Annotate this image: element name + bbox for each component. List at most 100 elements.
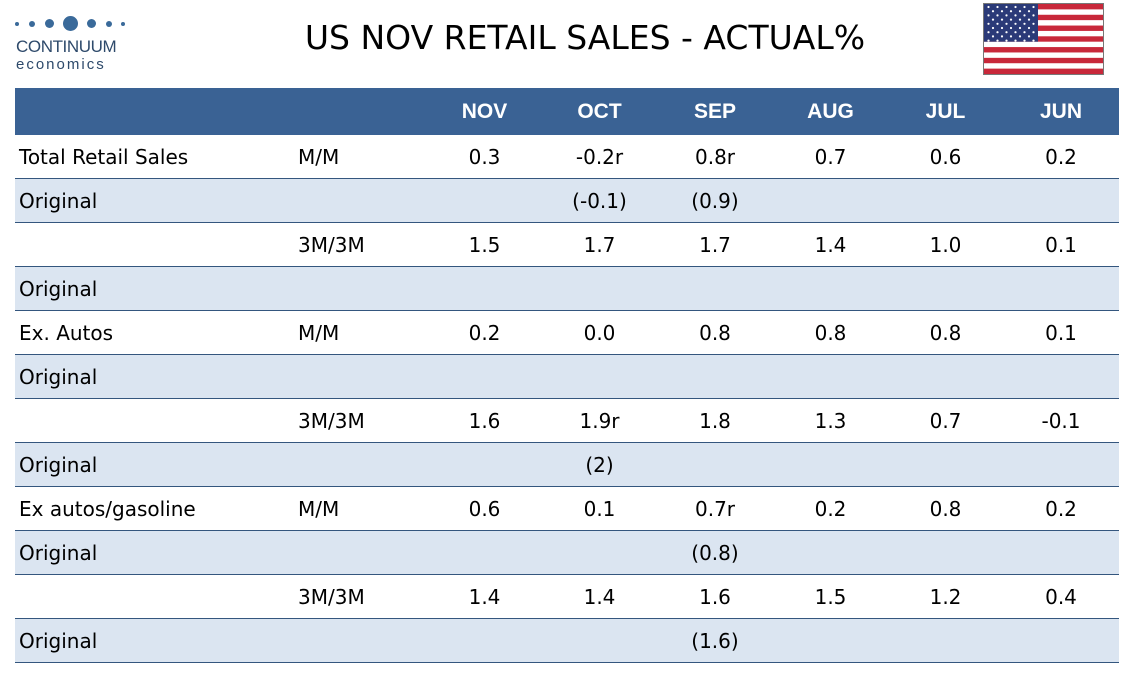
value-cell-aug [773, 178, 888, 223]
continuum-logo: CONTINUUM economics [15, 16, 135, 76]
value-cell-nov: 1.4 [427, 574, 542, 619]
table-row: Original [15, 266, 1119, 311]
table-row: Ex. Autos M/M 0.2 0.0 0.8 0.8 0.8 0.1 [15, 310, 1119, 355]
value-cell-jun: 0.2 [1003, 486, 1119, 531]
us-flag-icon [983, 3, 1104, 75]
value-cell-nov [427, 266, 542, 311]
value-cell-nov: 0.2 [427, 310, 542, 355]
value-cell-aug: 0.7 [773, 135, 888, 179]
value-cell-sep [657, 266, 773, 311]
value-cell-aug: 0.8 [773, 310, 888, 355]
value-cell-oct: (2) [542, 442, 657, 487]
value-cell-jun: 0.4 [1003, 574, 1119, 619]
value-cell-sep: 1.6 [657, 574, 773, 619]
logo-name: CONTINUUM [16, 37, 117, 56]
value-cell-sep: 1.8 [657, 398, 773, 443]
table-row: 3M/3M 1.5 1.7 1.7 1.4 1.0 0.1 [15, 222, 1119, 267]
table-row: Original (2) [15, 442, 1119, 487]
value-cell-aug [773, 266, 888, 311]
value-cell-jul [888, 442, 1003, 487]
value-cell-jun [1003, 266, 1119, 311]
value-cell-oct: -0.2r [542, 135, 657, 179]
value-cell-nov: 1.6 [427, 398, 542, 443]
value-cell-jun [1003, 618, 1119, 663]
row-label: Original [15, 266, 294, 311]
row-label: Ex. Autos [15, 310, 294, 355]
value-cell-aug [773, 618, 888, 663]
period-label [294, 530, 427, 575]
period-label [294, 618, 427, 663]
value-cell-jul: 0.8 [888, 310, 1003, 355]
value-cell-sep: 0.8r [657, 135, 773, 179]
period-label: M/M [294, 486, 427, 531]
value-cell-sep: 1.7 [657, 222, 773, 267]
table-row: 3M/3M 1.4 1.4 1.6 1.5 1.2 0.4 [15, 574, 1119, 619]
table-row: 3M/3M 1.6 1.9r 1.8 1.3 0.7 -0.1 [15, 398, 1119, 443]
value-cell-jul: 0.6 [888, 135, 1003, 179]
value-cell-oct: (-0.1) [542, 178, 657, 223]
row-label: Original [15, 618, 294, 663]
value-cell-jun [1003, 530, 1119, 575]
value-cell-jul [888, 178, 1003, 223]
value-cell-nov [427, 530, 542, 575]
period-label: 3M/3M [294, 398, 427, 443]
column-header-oct: OCT [542, 88, 657, 135]
value-cell-nov [427, 618, 542, 663]
table-header-row: NOV OCT SEP AUG JUL JUN [15, 88, 1119, 135]
column-header-jul: JUL [888, 88, 1003, 135]
value-cell-jul [888, 266, 1003, 311]
value-cell-jun [1003, 354, 1119, 399]
value-cell-aug [773, 354, 888, 399]
value-cell-jul: 1.0 [888, 222, 1003, 267]
column-header-jun: JUN [1003, 88, 1119, 135]
period-label: M/M [294, 310, 427, 355]
row-label [15, 222, 294, 267]
value-cell-sep: (1.6) [657, 618, 773, 663]
table-row: Total Retail Sales M/M 0.3 -0.2r 0.8r 0.7 0.6 0… [15, 135, 1119, 179]
period-label: 3M/3M [294, 574, 427, 619]
period-label: 3M/3M [294, 222, 427, 267]
row-label: Original [15, 442, 294, 487]
header-blank-cell [294, 88, 427, 135]
header-blank-cell [15, 88, 294, 135]
value-cell-jun: 0.1 [1003, 310, 1119, 355]
value-cell-jul: 0.8 [888, 486, 1003, 531]
period-label [294, 266, 427, 311]
value-cell-oct [542, 618, 657, 663]
retail-sales-table: NOV OCT SEP AUG JUL JUN Total Retail Sales M/M… [15, 88, 1119, 663]
value-cell-sep: 0.7r [657, 486, 773, 531]
value-cell-aug: 1.4 [773, 222, 888, 267]
value-cell-oct: 0.0 [542, 310, 657, 355]
period-label [294, 178, 427, 223]
value-cell-jun: -0.1 [1003, 398, 1119, 443]
value-cell-jun [1003, 178, 1119, 223]
value-cell-jun [1003, 442, 1119, 487]
row-label [15, 398, 294, 443]
value-cell-jun: 0.2 [1003, 135, 1119, 179]
logo-subtitle: economics [16, 56, 106, 73]
period-label: M/M [294, 135, 427, 179]
row-label [15, 574, 294, 619]
value-cell-jul: 1.2 [888, 574, 1003, 619]
column-header-aug: AUG [773, 88, 888, 135]
table-row: Original (-0.1) (0.9) [15, 178, 1119, 223]
value-cell-nov: 0.6 [427, 486, 542, 531]
column-header-nov: NOV [427, 88, 542, 135]
value-cell-nov [427, 354, 542, 399]
column-header-sep: SEP [657, 88, 773, 135]
value-cell-jul [888, 530, 1003, 575]
value-cell-sep [657, 354, 773, 399]
value-cell-nov: 1.5 [427, 222, 542, 267]
row-label: Ex autos/gasoline [15, 486, 294, 531]
value-cell-nov [427, 178, 542, 223]
value-cell-aug: 1.3 [773, 398, 888, 443]
value-cell-oct [542, 530, 657, 575]
value-cell-oct: 1.7 [542, 222, 657, 267]
value-cell-sep [657, 442, 773, 487]
value-cell-oct: 1.4 [542, 574, 657, 619]
value-cell-jul [888, 354, 1003, 399]
logo-dots-icon [15, 16, 133, 32]
value-cell-aug: 0.2 [773, 486, 888, 531]
row-label: Original [15, 530, 294, 575]
value-cell-oct: 1.9r [542, 398, 657, 443]
